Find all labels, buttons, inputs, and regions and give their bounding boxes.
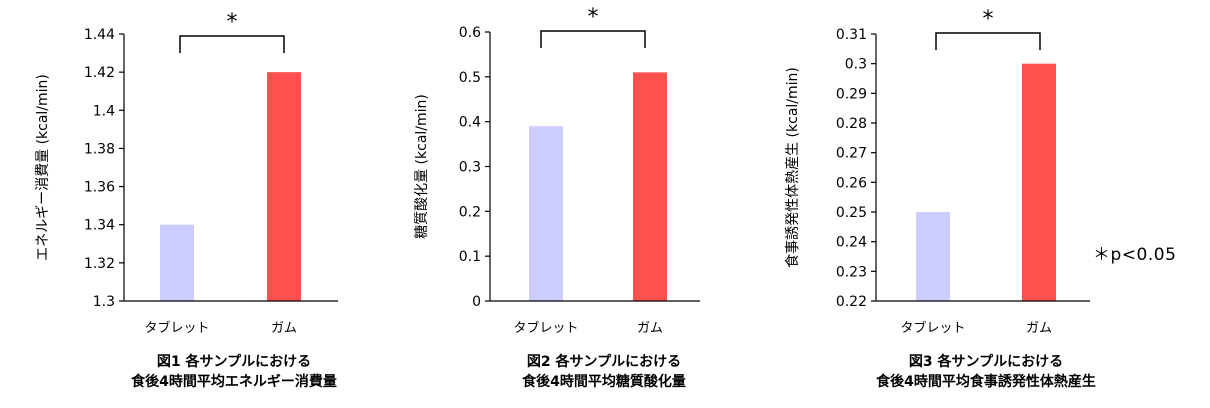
chart-2-y-tick-label-2: 0.2: [459, 204, 481, 220]
caption-figure-2-line-1: 図2 各サンプルにおける: [526, 354, 682, 370]
chart-1-y-tick-label-7: 1.44: [84, 27, 115, 43]
chart-1-significance-marker: *: [227, 10, 238, 35]
chart-3-y-tick-label-4: 0.26: [836, 175, 867, 191]
chart-2-y-tick-label-5: 0.5: [459, 70, 481, 86]
caption-figure-3-line-1: 図3 各サンプルにおける: [908, 354, 1064, 370]
chart-3-bar-1: [916, 212, 950, 301]
caption-figure-1-line-2: 食後4時間平均エネルギー消費量: [131, 374, 337, 390]
chart-1-significance-bracket: [179, 35, 285, 53]
chart-3-y-tick-label-8: 0.3: [845, 57, 867, 73]
chart-1-y-tick-label-4: 1.38: [84, 141, 115, 157]
chart-2-y-tick-label-1: 0.1: [459, 249, 481, 265]
chart-2-significance-bracket: [540, 30, 646, 48]
chart-3-y-tick-label-9: 0.31: [836, 27, 867, 43]
caption-figure-1-line-1: 図1 各サンプルにおける: [156, 354, 312, 370]
chart-1-category-label-1: タブレット: [144, 320, 209, 336]
chart-3-bar-2: [1022, 63, 1056, 301]
chart-2-bar-1: [529, 126, 563, 302]
caption-figure-2: 図2 各サンプルにおける 食後4時間平均糖質酸化量: [444, 352, 764, 392]
chart-1-y-tick-label-3: 1.36: [84, 180, 115, 196]
chart-3-y-tick-label-2: 0.24: [836, 235, 867, 251]
chart-1-bar-2: [267, 72, 301, 302]
caption-figure-3: 図3 各サンプルにおける 食後4時間平均食事誘発性体熱産生: [826, 352, 1146, 392]
chart-2-bar-2: [633, 72, 667, 301]
chart-3-category-label-2: ガム: [1026, 321, 1052, 336]
caption-figure-2-line-2: 食後4時間平均糖質酸化量: [522, 374, 686, 390]
chart-1-y-axis-label: エネルギー消費量 (kcal/min): [35, 74, 51, 261]
chart-3-y-tick-label-5: 0.27: [836, 146, 867, 162]
chart-2-y-tick-label-6: 0.6: [459, 25, 481, 41]
chart-3-y-tick-label-6: 0.28: [836, 116, 867, 132]
caption-figure-3-line-2: 食後4時間平均食事誘発性体熱産生: [876, 374, 1096, 390]
chart-3-significance-marker: *: [983, 7, 994, 32]
chart-1-y-tick-label-5: 1.4: [93, 103, 115, 119]
chart-3-significance-bracket: [935, 32, 1041, 50]
chart-1-y-tick-label-2: 1.34: [84, 218, 115, 234]
chart-3-y-axis-label: 食事誘発性体熱産生 (kcal/min): [784, 67, 801, 268]
chart-3-y-tick-label-3: 0.25: [836, 205, 867, 221]
chart-3-category-label-1: タブレット: [900, 320, 965, 336]
caption-figure-1: 図1 各サンプルにおける 食後4時間平均エネルギー消費量: [74, 352, 394, 392]
chart-3-y-tick-label-1: 0.23: [836, 264, 867, 280]
chart-2-category-label-2: ガム: [637, 321, 663, 336]
chart-2-y-axis-label: 糖質酸化量 (kcal/min): [414, 94, 430, 239]
chart-1-y-tick-label-1: 1.32: [84, 256, 115, 272]
chart-2-significance-marker: *: [588, 5, 599, 30]
chart-3-y-tick-label-7: 0.29: [836, 86, 867, 102]
chart-1-category-label-2: ガム: [271, 321, 297, 336]
chart-2-y-tick-label-3: 0.3: [459, 160, 481, 176]
chart-1-y-tick-label-0: 1.3: [93, 294, 115, 310]
chart-2-y-tick-label-0: 0: [472, 294, 481, 310]
chart-2-category-label-1: タブレット: [513, 320, 578, 336]
chart-1-y-tick-label-6: 1.42: [84, 65, 115, 81]
chart-1-bar-1: [160, 224, 194, 301]
chart-2-y-tick-label-4: 0.4: [459, 115, 481, 131]
significance-note: ＊p<0.05: [1093, 245, 1177, 265]
chart-3-y-tick-label-0: 0.22: [836, 294, 867, 310]
